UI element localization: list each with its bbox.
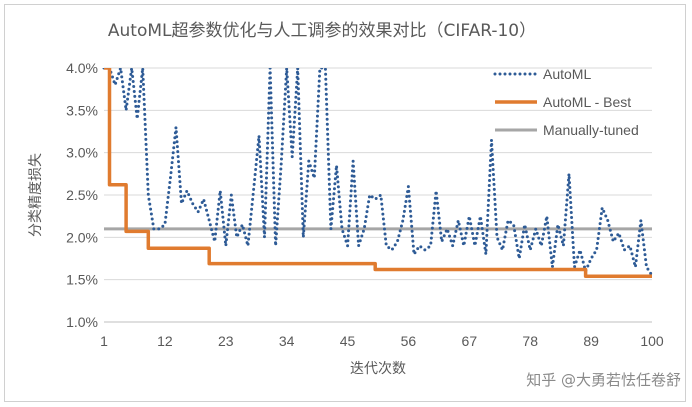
- x-tick-label: 56: [401, 333, 417, 349]
- legend-label: AutoML: [543, 66, 591, 82]
- y-axis-label: 分类精度损失: [28, 153, 44, 237]
- legend-automl-best: AutoML - Best: [495, 94, 631, 110]
- x-tick-label: 67: [462, 333, 478, 349]
- y-tick-label: 1.0%: [66, 314, 98, 330]
- x-tick-label: 89: [583, 333, 599, 349]
- grid: [104, 67, 652, 323]
- y-tick-label: 4.0%: [66, 60, 98, 76]
- y-tick-label: 2.0%: [66, 229, 98, 245]
- series-layer: [102, 68, 654, 279]
- x-tick-label: 34: [279, 333, 295, 349]
- legend-manually-tuned: Manually-tuned: [495, 122, 639, 138]
- legend-label: Manually-tuned: [543, 122, 639, 138]
- x-tick-label: 45: [340, 333, 356, 349]
- y-ticks: 1.0% 1.5% 2.0% 2.5% 3.0% 3.5% 4.0%: [66, 60, 98, 330]
- watermark: 知乎 @大勇若怯任卷舒: [526, 371, 681, 389]
- x-tick-label: 100: [640, 333, 664, 349]
- x-tick-label: 23: [218, 333, 234, 349]
- x-axis-label: 迭代次数: [350, 361, 406, 377]
- x-tick-label: 78: [522, 333, 538, 349]
- legend-automl: AutoML: [493, 66, 591, 82]
- legend-label: AutoML - Best: [543, 94, 631, 110]
- x-ticks: 1 12 23 34 45 56 67 78 89 100: [100, 333, 664, 349]
- legend: AutoML AutoML - Best Manually-tuned: [493, 66, 639, 138]
- y-tick-label: 3.5%: [66, 102, 98, 118]
- y-tick-label: 3.0%: [66, 145, 98, 161]
- x-tick-label: 1: [100, 333, 108, 349]
- y-tick-label: 1.5%: [66, 272, 98, 288]
- chart-title: AutoML超参数优化与人工调参的效果对比（CIFAR-10）: [108, 21, 536, 41]
- best-series-line: [104, 68, 652, 279]
- y-tick-label: 2.5%: [66, 187, 98, 203]
- automl-series-line: [102, 68, 654, 277]
- chart-frame: [4, 4, 686, 402]
- x-tick-label: 12: [157, 333, 173, 349]
